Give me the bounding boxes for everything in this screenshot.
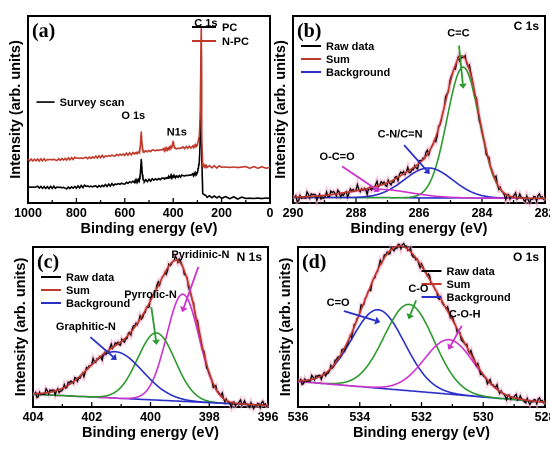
annotation-label: N1s <box>167 127 187 139</box>
x-tick-label: 528 <box>535 410 550 424</box>
annotation-label: Pyrrolic-N <box>124 289 177 301</box>
fit-component-c-o <box>298 308 546 403</box>
series-line-n-pc <box>27 28 271 170</box>
legend-label: Background <box>66 298 130 310</box>
x-axis-label: Binding energy (eV) <box>351 221 488 237</box>
annotation-arrowhead <box>458 83 467 89</box>
y-axis-label: Intensity (arb. units) <box>278 258 294 397</box>
annotation-arrow <box>403 144 428 171</box>
annotation-label: C 1s <box>194 17 217 29</box>
panel-tag: (c) <box>37 251 59 273</box>
panel-b-c1s-chart: 290 288 286 284 282 Binding energy (eV) Intens… <box>273 15 550 237</box>
x-tick-label: 800 <box>66 206 87 220</box>
legend-label: Raw data <box>326 41 375 53</box>
panel-tag: (a) <box>32 20 55 42</box>
annotation-arrowhead <box>447 343 455 350</box>
fit-component-graphitic-n <box>33 350 269 407</box>
annotation-arrowhead <box>110 353 117 360</box>
annotation-arrowhead <box>406 313 414 320</box>
legend-label: Background <box>326 67 390 79</box>
core-level-label: O 1s <box>513 250 539 264</box>
panel-d-o1s-chart: 536 534 532 530 528 Binding energy (eV) Intens… <box>278 240 550 441</box>
legend-label: Background <box>447 292 511 304</box>
legend-label: Raw data <box>447 266 496 278</box>
fit-component-c-o <box>297 303 546 403</box>
fit-component-pyrrolic-n <box>32 332 269 407</box>
legend-label: Sum <box>447 279 471 291</box>
x-axis-label: Binding energy (eV) <box>353 425 490 441</box>
annotation-label: C-N/C=N <box>378 129 423 141</box>
annotation-arrowhead <box>374 316 381 325</box>
panel-c-n1s-chart: 404 402 400 398 396 Binding energy (eV) Intens… <box>13 246 279 441</box>
x-tick-label: 1000 <box>14 206 42 220</box>
series-line-sum <box>298 245 546 403</box>
x-tick-label: 600 <box>114 206 135 220</box>
legend-label: PC <box>222 22 237 34</box>
panel-tag: (d) <box>302 251 326 273</box>
series-line-pc <box>28 49 271 201</box>
annotation-label: C-O-H <box>449 308 481 320</box>
annotation-label: Graphitic-N <box>56 321 116 333</box>
annotation-arrowhead <box>373 185 380 193</box>
annotation-arrow <box>458 45 464 84</box>
legend-label: N-PC <box>222 36 249 48</box>
x-axis-label: Binding energy (eV) <box>82 425 219 441</box>
annotation-arrow <box>449 325 463 346</box>
legend-label: Sum <box>326 54 350 66</box>
y-axis-label: Intensity (arb. units) <box>13 258 29 397</box>
x-tick-label: 282 <box>535 206 550 220</box>
annotation-arrow <box>89 336 114 358</box>
x-tick-label: 200 <box>211 206 232 220</box>
annotation-arrow <box>409 300 417 315</box>
annotation-arrowhead <box>423 167 430 174</box>
annotation-label: Pyridinic-N <box>171 249 229 261</box>
y-axis-label: Intensity (arb. units) <box>273 40 289 179</box>
annotation-arrow <box>341 165 377 190</box>
annotation-label: O-C=O <box>320 151 356 163</box>
annotation-label: C=O <box>327 297 350 309</box>
x-axis-label: Binding energy (eV) <box>81 221 218 237</box>
annotation-label: O 1s <box>121 110 145 122</box>
annotation-label: C=C <box>447 28 469 40</box>
annotation-arrowhead <box>180 306 188 313</box>
x-tick-label: 284 <box>472 206 493 220</box>
core-level-label: C 1s <box>514 19 540 33</box>
annotation-arrow <box>182 266 200 308</box>
raw-data-halo <box>297 240 547 411</box>
x-tick-label: 536 <box>288 410 309 424</box>
annotation-label: Survey scan <box>60 97 125 109</box>
y-axis-label: Intensity (arb. units) <box>8 40 24 179</box>
x-tick-label: 398 <box>199 410 220 424</box>
x-tick-label: 0 <box>267 206 274 220</box>
x-tick-label: 286 <box>409 206 430 220</box>
x-tick-label: 400 <box>140 410 161 424</box>
annotation-label: C-O <box>408 283 429 295</box>
panel-tag: (b) <box>297 20 321 42</box>
x-tick-label: 396 <box>258 410 279 424</box>
x-tick-label: 402 <box>81 410 102 424</box>
x-tick-label: 290 <box>283 206 304 220</box>
panel-a-survey-chart: 1000 800 600 400 200 0 Binding energy (eV) Inte… <box>8 15 274 237</box>
series-line-sum <box>33 259 269 407</box>
legend-label: Sum <box>66 285 90 297</box>
legend-label: Raw data <box>66 272 115 284</box>
x-tick-label: 534 <box>349 410 370 424</box>
x-tick-label: 532 <box>411 410 432 424</box>
annotation-arrowhead <box>152 339 160 345</box>
x-tick-label: 288 <box>346 206 367 220</box>
x-tick-label: 404 <box>23 410 44 424</box>
x-tick-label: 530 <box>473 410 494 424</box>
core-level-label: N 1s <box>237 250 263 264</box>
annotation-arrow <box>150 307 157 341</box>
series-line-sum <box>293 55 545 200</box>
annotation-arrow <box>343 310 376 322</box>
x-tick-label: 400 <box>163 206 184 220</box>
